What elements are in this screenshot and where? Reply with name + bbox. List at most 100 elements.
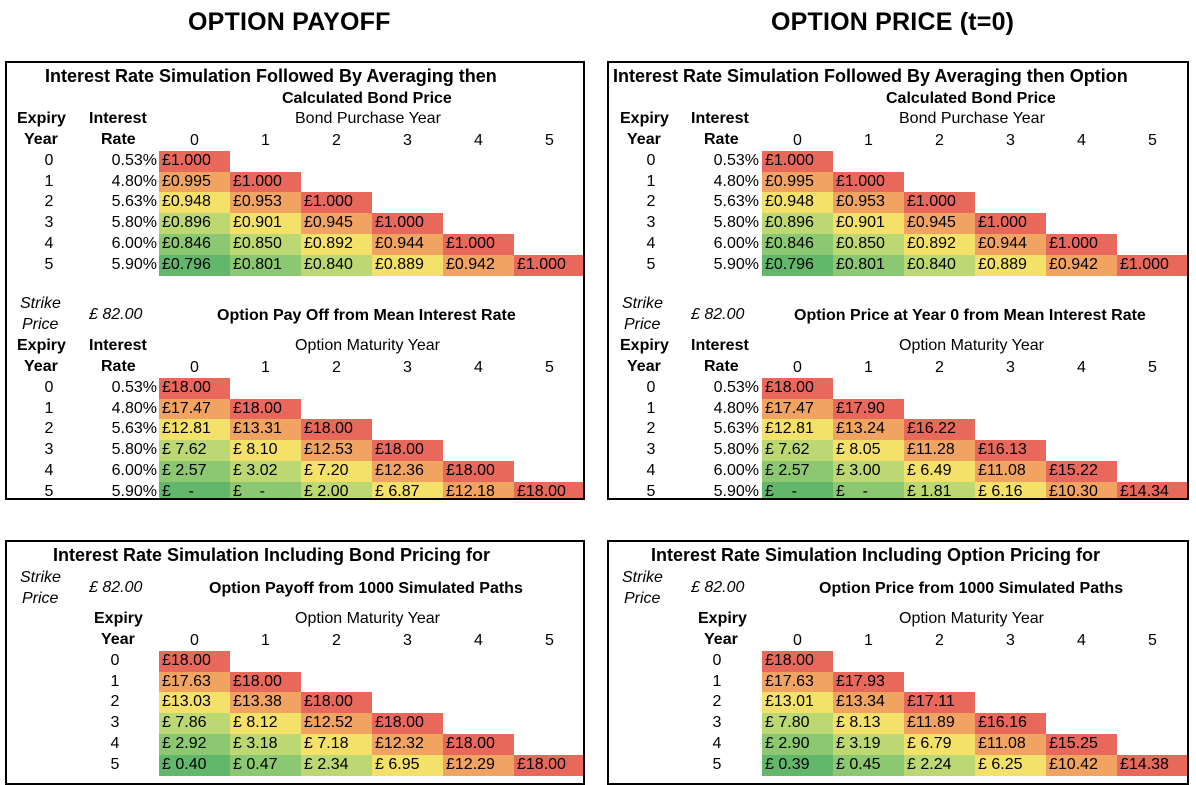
- value-cell: £11.89: [904, 713, 975, 735]
- expiry-year: 1: [44, 172, 54, 190]
- interest-rate: 4.80%: [713, 399, 759, 417]
- interest-rate: 6.00%: [111, 234, 157, 252]
- column-header: 4: [1077, 632, 1086, 649]
- interest-rate: 6.00%: [111, 461, 157, 479]
- option-maturity-year-label: Option Maturity Year: [899, 337, 1044, 354]
- value-cell: £ 2.00: [301, 481, 372, 498]
- value-cell: £1.000: [301, 192, 372, 214]
- column-header: 2: [332, 132, 341, 149]
- value-cell: £0.995: [762, 171, 833, 193]
- value-cell: £18.00: [762, 651, 833, 673]
- column-header: 1: [864, 632, 873, 649]
- value-cell: £12.53: [301, 440, 372, 462]
- column-header: 5: [1148, 359, 1157, 376]
- year-label: Year: [704, 631, 738, 648]
- price-label: Price: [624, 316, 661, 333]
- value-cell: £16.22: [904, 419, 975, 441]
- expiry-year: 3: [110, 714, 120, 732]
- value-cell: £16.16: [975, 713, 1046, 735]
- column-header: 2: [332, 632, 341, 649]
- expiry-label: Expiry: [94, 610, 143, 627]
- price-label: Price: [22, 316, 59, 333]
- value-cell: £ 8.12: [230, 713, 301, 735]
- value-cell: £11.08: [975, 460, 1046, 482]
- value-cell: £13.31: [230, 419, 301, 441]
- value-cell: £11.28: [904, 440, 975, 462]
- value-cell: £1.000: [1117, 254, 1187, 276]
- calc-bond-price-label: Calculated Bond Price: [886, 90, 1056, 107]
- column-header: 3: [1006, 132, 1015, 149]
- panel-option-price-mean-rate: Interest Rate Simulation Followed By Ave…: [607, 61, 1189, 500]
- value-cell: £ 2.57: [159, 460, 230, 482]
- value-cell: £0.850: [833, 233, 904, 255]
- value-cell: £ 6.95: [372, 754, 443, 776]
- column-header: 4: [1077, 359, 1086, 376]
- strike-value: £ 82.00: [89, 579, 143, 596]
- bond-purchase-year-label: Bond Purchase Year: [295, 110, 441, 127]
- value-cell: £ -: [833, 481, 904, 498]
- value-cell: £1.000: [230, 171, 301, 193]
- year-label: Year: [24, 131, 58, 148]
- panel-subtitle: Option Payoff from 1000 Simulated Paths: [209, 580, 523, 597]
- expiry-year: 2: [44, 193, 54, 211]
- expiry-year: 1: [646, 172, 656, 190]
- value-cell: £ 2.90: [762, 733, 833, 755]
- expiry-year: 4: [44, 234, 54, 252]
- value-cell: £ 0.40: [159, 754, 230, 776]
- expiry-year: 4: [110, 734, 120, 752]
- value-cell: £17.11: [904, 692, 975, 714]
- value-cell: £18.00: [301, 692, 372, 714]
- value-cell: £17.63: [159, 671, 230, 693]
- value-cell: £ 3.00: [833, 460, 904, 482]
- year-label: Year: [101, 631, 135, 648]
- interest-label: Interest: [691, 337, 749, 354]
- year-label: Year: [627, 131, 661, 148]
- column-header: 3: [403, 632, 412, 649]
- value-cell: £17.47: [159, 398, 230, 420]
- value-cell: £18.00: [230, 671, 301, 693]
- interest-rate: 5.80%: [713, 214, 759, 232]
- value-cell: £15.22: [1046, 460, 1117, 482]
- column-header: 3: [1006, 632, 1015, 649]
- value-cell: £14.34: [1117, 481, 1187, 498]
- interest-rate: 4.80%: [111, 172, 157, 190]
- strike-value: £ 82.00: [691, 579, 745, 596]
- expiry-year: 3: [44, 441, 54, 459]
- interest-rate: 5.90%: [111, 255, 157, 273]
- rate-label: Rate: [704, 358, 739, 375]
- value-cell: £1.000: [904, 192, 975, 214]
- value-cell: £1.000: [1046, 233, 1117, 255]
- expiry-year: 4: [712, 734, 722, 752]
- value-cell: £ 6.25: [975, 754, 1046, 776]
- column-header: 4: [474, 132, 483, 149]
- value-cell: £13.24: [833, 419, 904, 441]
- option-maturity-year-label: Option Maturity Year: [295, 337, 440, 354]
- value-cell: £18.00: [372, 440, 443, 462]
- value-cell: £0.953: [833, 192, 904, 214]
- value-cell: £0.892: [904, 233, 975, 255]
- value-cell: £12.36: [372, 460, 443, 482]
- expiry-year: 0: [646, 152, 656, 169]
- panel-subtitle: Option Pay Off from Mean Interest Rate: [217, 307, 516, 324]
- value-cell: £1.000: [443, 233, 514, 255]
- interest-rate: 6.00%: [713, 234, 759, 252]
- panel-title: Interest Rate Simulation Including Bond …: [53, 545, 491, 565]
- value-cell: £ 2.24: [904, 754, 975, 776]
- expiry-year: 4: [646, 234, 656, 252]
- option-maturity-year-label: Option Maturity Year: [295, 610, 440, 627]
- expiry-year: 5: [646, 482, 656, 500]
- column-header: 5: [1148, 132, 1157, 149]
- option-maturity-year-label: Option Maturity Year: [899, 610, 1044, 627]
- interest-rate: 5.63%: [713, 193, 759, 211]
- value-cell: £0.948: [762, 192, 833, 214]
- value-cell: £12.81: [762, 419, 833, 441]
- expiry-label: Expiry: [17, 110, 66, 127]
- interest-rate: 4.80%: [713, 172, 759, 190]
- column-header: 3: [1006, 359, 1015, 376]
- strike-label: Strike: [622, 569, 663, 586]
- column-header: 2: [935, 359, 944, 376]
- value-cell: £10.30: [1046, 481, 1117, 498]
- value-cell: £0.796: [762, 254, 833, 276]
- column-header: 1: [864, 359, 873, 376]
- interest-rate: 5.80%: [111, 214, 157, 232]
